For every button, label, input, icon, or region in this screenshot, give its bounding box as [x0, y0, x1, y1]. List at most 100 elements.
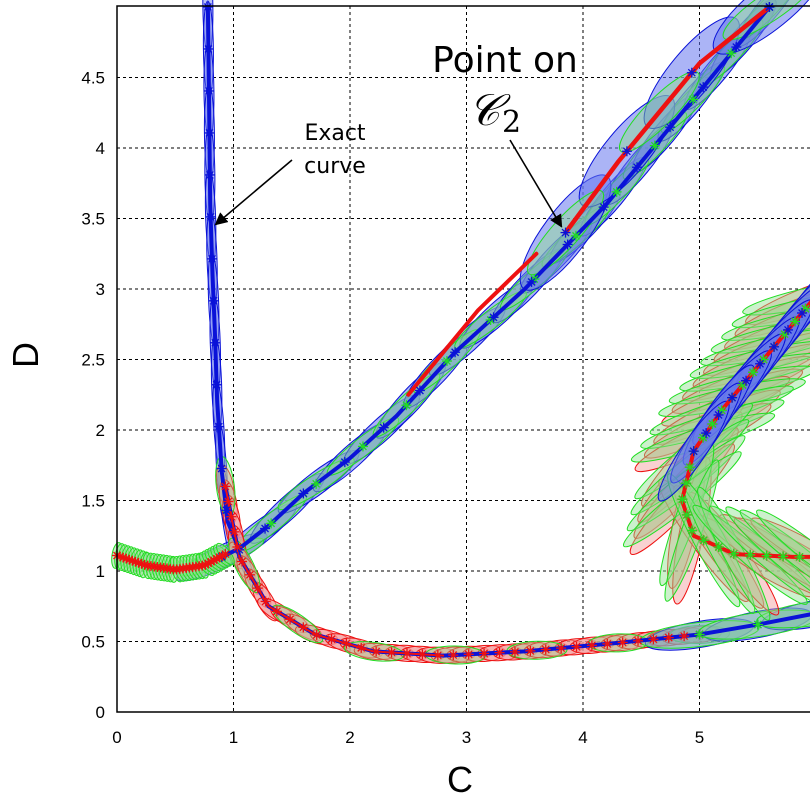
star-marker [232, 542, 243, 553]
star-stroke [732, 43, 741, 52]
star-marker [686, 67, 697, 78]
star-marker [755, 358, 766, 369]
x-tick-label: 3 [462, 728, 471, 747]
star-marker [790, 316, 801, 327]
star-stroke [230, 527, 239, 536]
star-stroke [206, 212, 215, 221]
star-stroke [770, 342, 778, 351]
star-marker [752, 619, 763, 630]
annotation-exact-curve: Exact curve [304, 121, 366, 179]
x-tick-label: 1 [229, 728, 238, 747]
star-marker [677, 494, 688, 505]
star-marker [648, 634, 659, 645]
star-stroke [358, 442, 367, 451]
star-marker [244, 569, 255, 580]
star-stroke [203, 3, 212, 11]
star-marker [679, 631, 690, 642]
y-tick-label: 4 [96, 139, 105, 158]
star-marker [526, 276, 537, 287]
star-marker [494, 647, 505, 658]
star-marker [448, 650, 459, 661]
star-stroke [214, 422, 223, 431]
star-marker [701, 428, 712, 439]
star-stroke [749, 368, 758, 377]
star-marker [688, 94, 699, 105]
star-stroke [622, 147, 631, 156]
star-marker [698, 535, 709, 546]
star-stroke [664, 633, 673, 642]
star-stroke [204, 87, 213, 95]
star-stroke [599, 203, 608, 212]
star-marker [479, 648, 490, 659]
star-marker [386, 647, 397, 658]
star-marker [598, 202, 609, 213]
star-marker [663, 632, 674, 643]
star-marker [602, 638, 613, 649]
star-stroke [208, 254, 216, 263]
star-marker [339, 457, 350, 468]
star-marker [210, 337, 221, 348]
star-marker [488, 312, 499, 323]
star-marker [356, 642, 367, 653]
star-marker [686, 525, 697, 536]
star-marker [649, 140, 660, 151]
star-stroke [299, 489, 308, 498]
star-marker [357, 441, 368, 452]
y-tick-label: 0.5 [81, 633, 105, 652]
star-marker [221, 505, 232, 516]
star-marker [202, 2, 213, 12]
star-marker [298, 622, 309, 633]
star-stroke [729, 549, 738, 558]
x-tick-label: 5 [695, 728, 704, 747]
star-marker [450, 347, 461, 358]
star-stroke [387, 648, 396, 657]
star-stroke [267, 519, 276, 528]
y-tick-label: 3 [96, 280, 105, 299]
star-marker [778, 551, 789, 562]
star-stroke [137, 559, 146, 568]
star-marker [378, 422, 389, 433]
star-stroke [572, 642, 581, 651]
arrow-exact-curve [214, 159, 293, 226]
star-stroke [765, 3, 774, 11]
arrow-point-on-c2 [509, 139, 563, 228]
star-stroke [443, 357, 451, 366]
star-stroke [746, 550, 755, 559]
plot-frame [116, 5, 810, 713]
annotation-c-subscript: 2 [502, 105, 521, 140]
star-stroke [402, 401, 411, 410]
star-marker [586, 640, 597, 651]
star-stroke [261, 597, 270, 606]
star-marker [216, 463, 227, 474]
star-marker [684, 462, 695, 473]
annotation-point-on-c2: Point on 𝒞 2 [432, 40, 578, 140]
star-stroke [742, 376, 751, 385]
ellipse-green-fold [742, 276, 810, 316]
star-stroke [449, 651, 458, 660]
star-marker [741, 375, 752, 386]
star-marker [797, 307, 808, 318]
star-stroke [224, 497, 233, 506]
star-stroke [511, 647, 519, 656]
star-stroke [682, 479, 691, 488]
star-stroke [495, 648, 504, 657]
star-stroke [357, 643, 366, 652]
star-marker [748, 367, 759, 378]
y-tick-label: 1 [96, 562, 105, 581]
star-stroke [217, 464, 226, 473]
star-stroke [233, 543, 242, 551]
star-marker [432, 650, 443, 661]
star-stroke [205, 128, 214, 137]
y-tick-label: 4.5 [81, 69, 105, 88]
star-stroke [312, 630, 321, 639]
star-stroke [134, 558, 143, 567]
star-marker [556, 643, 567, 654]
star-stroke [784, 325, 792, 334]
star-marker [694, 629, 705, 640]
curve-red-diagonal [406, 251, 539, 397]
star-stroke [480, 649, 489, 658]
star-marker [761, 550, 772, 561]
star-stroke [753, 620, 762, 629]
star-stroke [685, 463, 694, 472]
star-marker [783, 324, 794, 335]
